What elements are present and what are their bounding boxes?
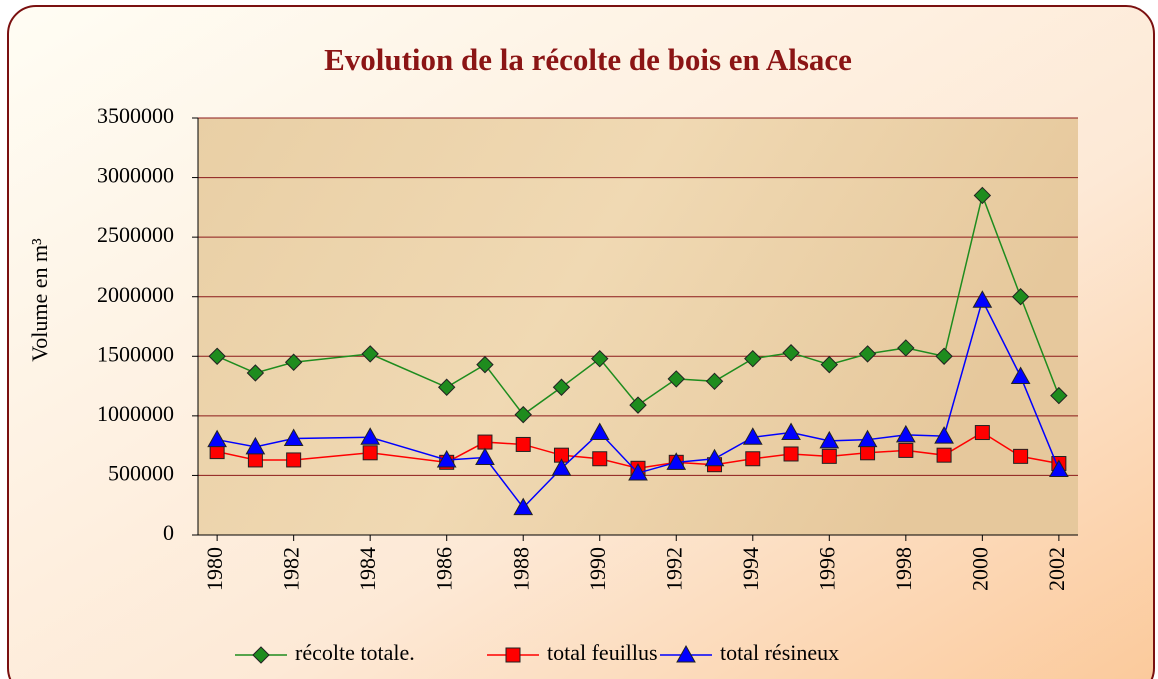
legend-label: total feuillus	[547, 640, 658, 665]
y-tick-label: 1500000	[97, 341, 174, 366]
marker	[934, 426, 954, 444]
marker	[667, 370, 685, 388]
x-tick-label: 1990	[585, 547, 610, 591]
marker	[247, 452, 263, 468]
marker	[286, 452, 302, 468]
x-tick-label: 1980	[202, 547, 227, 591]
x-tick-label: 1984	[355, 547, 380, 591]
x-tick-label: 1998	[891, 547, 916, 591]
marker	[283, 428, 304, 446]
marker	[477, 434, 493, 450]
marker	[475, 447, 495, 466]
marker	[245, 436, 266, 455]
marker	[666, 452, 687, 470]
marker	[820, 355, 839, 374]
marker	[745, 451, 761, 467]
y-tick-label: 0	[163, 520, 174, 545]
marker	[744, 349, 762, 368]
marker	[1050, 386, 1068, 405]
marker	[1013, 448, 1029, 464]
x-tick-label: 1988	[508, 547, 533, 591]
marker	[436, 449, 457, 468]
marker	[208, 347, 226, 365]
x-tick-label: 1996	[814, 547, 839, 591]
marker	[591, 349, 609, 368]
marker	[629, 396, 647, 414]
marker	[857, 429, 878, 448]
marker	[1049, 459, 1069, 477]
y-tick-label: 1000000	[97, 401, 174, 426]
marker	[742, 427, 763, 445]
marker	[781, 422, 801, 441]
chart-title: Evolution de la récolte de bois en Alsac…	[324, 42, 852, 77]
x-tick-label: 1992	[661, 547, 686, 591]
marker	[819, 430, 840, 449]
marker	[284, 353, 303, 371]
y-tick-label: 500000	[108, 460, 174, 485]
marker	[360, 427, 381, 445]
legend-label: récolte totale.	[295, 640, 415, 665]
marker	[514, 405, 532, 424]
marker	[437, 378, 456, 396]
marker	[1010, 366, 1031, 385]
x-tick-label: 1986	[432, 547, 457, 591]
marker	[783, 446, 799, 462]
y-tick-label: 2000000	[97, 282, 174, 307]
marker	[897, 339, 915, 357]
marker	[552, 378, 571, 396]
marker	[972, 290, 993, 308]
y-tick-label: 3000000	[97, 163, 174, 188]
marker	[974, 425, 990, 441]
marker	[782, 344, 800, 362]
y-tick-label: 3500000	[97, 103, 174, 128]
marker	[513, 497, 534, 516]
marker	[821, 448, 837, 464]
marker	[676, 644, 696, 663]
marker	[628, 463, 648, 481]
marker	[207, 429, 227, 448]
x-tick-label: 1982	[279, 547, 304, 591]
marker	[935, 347, 953, 365]
marker	[895, 424, 916, 443]
marker	[898, 442, 914, 458]
x-tick-label: 2000	[967, 547, 992, 591]
marker	[505, 647, 521, 663]
legend-label: total résineux	[720, 640, 839, 665]
marker	[860, 445, 876, 461]
x-tick-label: 1994	[738, 547, 763, 591]
marker	[858, 345, 877, 363]
marker	[551, 458, 572, 476]
marker	[589, 422, 610, 441]
marker	[704, 448, 725, 467]
marker	[361, 345, 379, 363]
marker	[246, 364, 265, 382]
marker	[1011, 288, 1030, 306]
marker	[515, 436, 531, 452]
y-axis-label: Volume en m³	[27, 238, 52, 362]
y-tick-label: 2500000	[97, 222, 174, 247]
marker	[705, 372, 724, 391]
marker	[592, 451, 608, 467]
marker	[252, 646, 270, 664]
marker	[936, 447, 952, 463]
x-tick-label: 2002	[1044, 547, 1069, 591]
marker	[362, 445, 378, 461]
marker	[973, 186, 992, 205]
marker	[476, 355, 494, 374]
